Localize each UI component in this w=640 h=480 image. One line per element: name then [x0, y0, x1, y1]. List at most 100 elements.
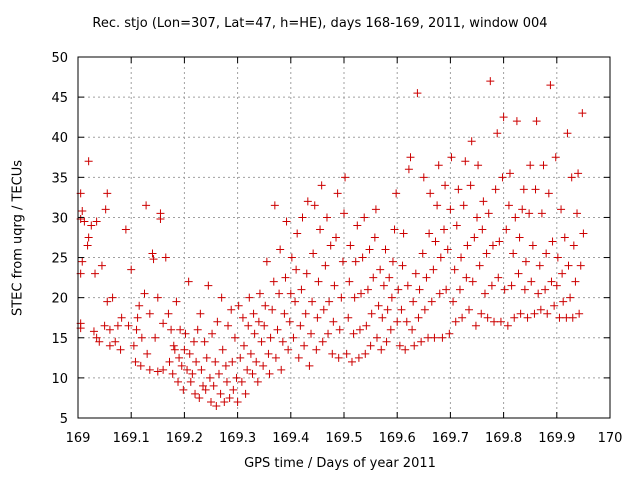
data-point — [335, 325, 344, 334]
data-point — [137, 333, 146, 342]
data-point — [326, 241, 335, 250]
data-point — [252, 357, 261, 366]
data-point — [450, 265, 459, 274]
y-tick-label: 35 — [51, 171, 68, 186]
data-point — [574, 169, 583, 178]
y-tick-label: 5 — [60, 412, 68, 427]
data-point — [397, 305, 406, 314]
data-point — [578, 109, 587, 118]
data-point — [523, 313, 532, 322]
data-point — [477, 309, 486, 318]
data-point — [493, 129, 502, 138]
data-point — [236, 353, 245, 362]
data-point — [313, 313, 322, 322]
data-point — [101, 205, 110, 214]
data-point — [105, 325, 114, 334]
data-point — [159, 319, 168, 328]
data-point — [420, 305, 429, 314]
data-point — [89, 327, 98, 336]
data-point — [521, 257, 530, 266]
data-point — [103, 297, 112, 306]
data-point — [97, 261, 106, 270]
data-point — [446, 205, 455, 214]
data-point — [351, 257, 360, 266]
data-point — [314, 277, 323, 286]
y-tick-label: 10 — [51, 372, 68, 387]
data-point — [576, 261, 585, 270]
data-point — [551, 153, 560, 162]
data-point — [338, 257, 347, 266]
grid-lines — [78, 57, 610, 418]
data-point — [518, 205, 527, 214]
data-point — [419, 173, 428, 182]
data-point — [395, 341, 404, 350]
data-point — [129, 341, 138, 350]
data-point — [307, 329, 316, 338]
data-point — [341, 173, 350, 182]
data-point — [324, 329, 333, 338]
data-point — [195, 393, 204, 402]
data-point — [87, 221, 96, 230]
data-point — [285, 317, 294, 326]
data-point — [245, 293, 254, 302]
data-point — [111, 337, 120, 346]
data-point — [222, 377, 231, 386]
data-point — [371, 205, 380, 214]
data-point — [153, 367, 162, 376]
data-point — [354, 353, 363, 362]
data-point — [100, 321, 109, 330]
data-point — [186, 377, 195, 386]
data-point — [248, 369, 257, 378]
y-tick-label: 25 — [51, 252, 68, 267]
data-point — [261, 301, 270, 310]
data-point — [360, 213, 369, 222]
data-point — [80, 217, 89, 226]
data-point — [268, 305, 277, 314]
data-point — [266, 333, 275, 342]
data-point — [536, 305, 545, 314]
data-point — [92, 333, 101, 342]
data-point — [413, 89, 422, 98]
data-point — [273, 325, 282, 334]
data-point — [342, 349, 351, 358]
x-tick-label: 169 — [66, 431, 91, 446]
data-point — [379, 281, 388, 290]
data-point — [390, 225, 399, 234]
data-point — [440, 225, 449, 234]
y-tick-label: 30 — [51, 211, 68, 226]
data-point — [454, 185, 463, 194]
data-point — [121, 225, 130, 234]
data-point — [573, 209, 582, 218]
data-point — [209, 381, 218, 390]
data-point — [369, 273, 378, 282]
data-point — [537, 209, 546, 218]
data-point — [500, 285, 509, 294]
data-point — [78, 257, 87, 266]
data-point — [192, 357, 201, 366]
data-point — [531, 185, 540, 194]
data-point — [494, 273, 503, 282]
data-point — [378, 313, 387, 322]
data-point — [302, 269, 311, 278]
data-point — [507, 281, 516, 290]
data-point — [301, 309, 310, 318]
data-point — [212, 401, 221, 410]
data-point — [325, 297, 334, 306]
data-point — [264, 349, 273, 358]
data-point — [566, 293, 575, 302]
data-point — [357, 289, 366, 298]
data-point — [284, 345, 293, 354]
data-point — [406, 153, 415, 162]
data-point — [287, 253, 296, 262]
data-point — [468, 277, 477, 286]
data-point — [207, 397, 215, 406]
data-point — [417, 337, 426, 346]
data-point — [316, 225, 325, 234]
data-point — [449, 297, 458, 306]
data-point — [243, 365, 252, 374]
x-tick-label: 169.6 — [379, 431, 416, 446]
data-point — [478, 225, 487, 234]
data-point — [199, 381, 208, 390]
data-point — [95, 337, 104, 346]
data-point — [441, 181, 450, 190]
